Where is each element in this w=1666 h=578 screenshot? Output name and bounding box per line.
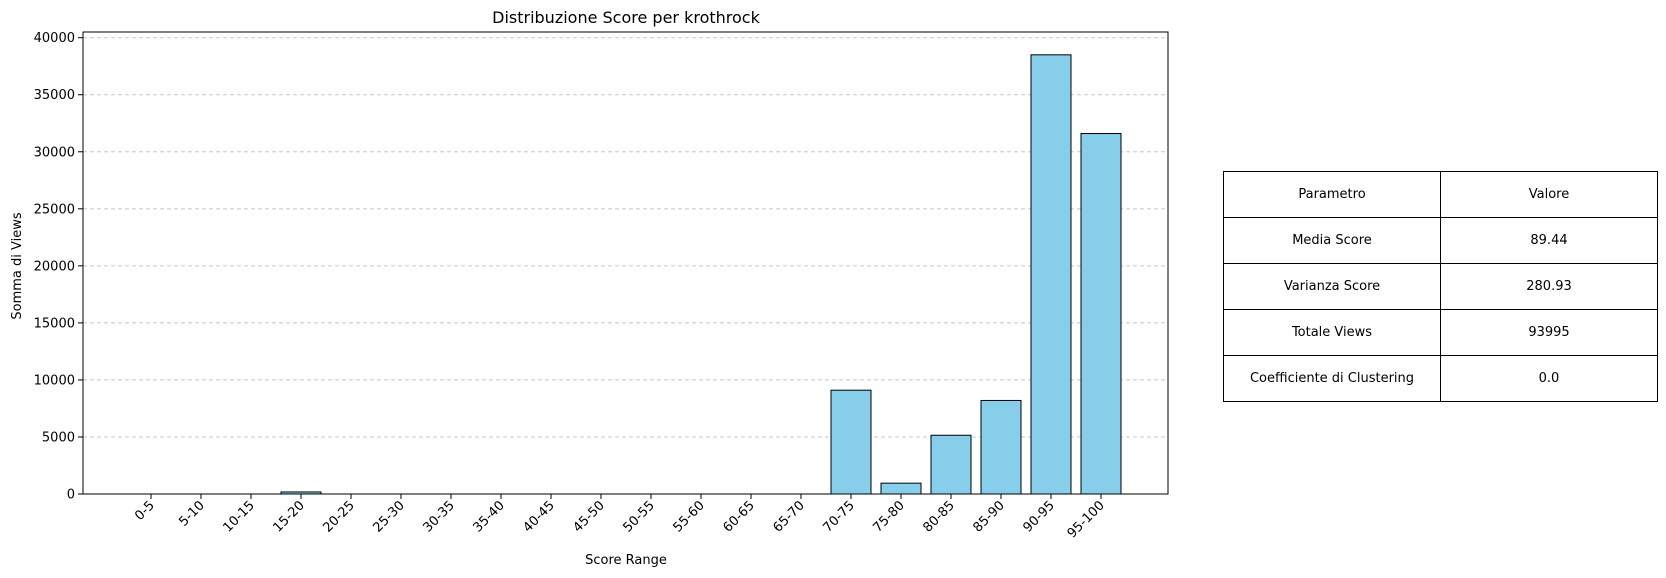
x-tick-label: 60-65 (721, 498, 758, 535)
x-tick-label: 20-25 (321, 498, 358, 535)
table-header-cell: Valore (1440, 171, 1658, 218)
table-row: Coefficiente di Clustering 0.0 (1223, 355, 1658, 402)
bar-70-75 (830, 389, 872, 495)
table-cell-parameter: Totale Views (1223, 309, 1441, 356)
y-axis-label: Somma di Views (10, 212, 25, 319)
y-axis: 0 5000 10000 15000 20000 25000 30000 35000 40000 (34, 31, 83, 503)
x-axis: 0-5 5-10 10-15 15-20 20-25 25-30 30-35 35-40 40-… (132, 494, 1108, 541)
bar-95-100 (1080, 133, 1122, 495)
x-tick-label: 40-45 (521, 498, 558, 535)
table-cell-parameter: Varianza Score (1223, 263, 1441, 310)
y-tick-label: 35000 (34, 88, 75, 103)
plot-frame (82, 31, 1169, 495)
x-tick-label: 95-100 (1065, 498, 1108, 541)
x-tick-label: 55-60 (671, 498, 708, 535)
bar-75-80 (880, 482, 922, 495)
x-tick-label: 90-95 (1021, 498, 1058, 535)
x-tick-label: 50-55 (621, 498, 658, 535)
table-row: Totale Views 93995 (1223, 309, 1658, 356)
table-cell-value: 0.0 (1440, 355, 1658, 402)
table-cell-parameter: Coefficiente di Clustering (1223, 355, 1441, 402)
table-header-row: Parametro Valore (1223, 171, 1658, 218)
x-tick-label: 10-15 (221, 498, 258, 535)
x-tick-label: 75-80 (871, 498, 908, 535)
x-tick-label: 35-40 (471, 498, 508, 535)
x-tick-label: 80-85 (921, 498, 958, 535)
y-tick-label: 10000 (34, 373, 75, 388)
table-row: Varianza Score 280.93 (1223, 263, 1658, 310)
table-cell-value: 89.44 (1440, 217, 1658, 264)
x-tick-label: 85-90 (971, 498, 1008, 535)
table-cell-value: 93995 (1440, 309, 1658, 356)
x-tick-label: 70-75 (821, 498, 858, 535)
table-cell-value: 280.93 (1440, 263, 1658, 310)
x-tick-label: 65-70 (771, 498, 808, 535)
y-tick-label: 25000 (34, 202, 75, 217)
stats-table: Parametro Valore Media Score 89.44 Varia… (1223, 171, 1658, 402)
bar-85-90 (980, 399, 1022, 495)
x-tick-label: 5-10 (176, 498, 207, 529)
y-tick-label: 40000 (34, 31, 75, 46)
y-tick-label: 5000 (42, 430, 75, 445)
x-tick-label: 45-50 (571, 498, 608, 535)
x-tick-label: 0-5 (132, 498, 158, 524)
y-tick-label: 0 (67, 488, 75, 503)
bar-chart: 0 5000 10000 15000 20000 25000 30000 35000 40000… (10, 8, 1169, 568)
chart-title: Distribuzione Score per krothrock (492, 8, 760, 27)
x-tick-label: 25-30 (371, 498, 408, 535)
table-header-cell: Parametro (1223, 171, 1441, 218)
table-cell-parameter: Media Score (1223, 217, 1441, 264)
bars (280, 54, 1122, 495)
y-tick-label: 20000 (34, 259, 75, 274)
x-tick-label: 30-35 (421, 498, 458, 535)
bar-80-85 (930, 434, 972, 495)
x-tick-label: 15-20 (271, 498, 308, 535)
x-axis-label: Score Range (585, 553, 667, 568)
table-row: Media Score 89.44 (1223, 217, 1658, 264)
y-tick-label: 15000 (34, 316, 75, 331)
y-tick-label: 30000 (34, 145, 75, 160)
bar-90-95 (1030, 54, 1072, 495)
